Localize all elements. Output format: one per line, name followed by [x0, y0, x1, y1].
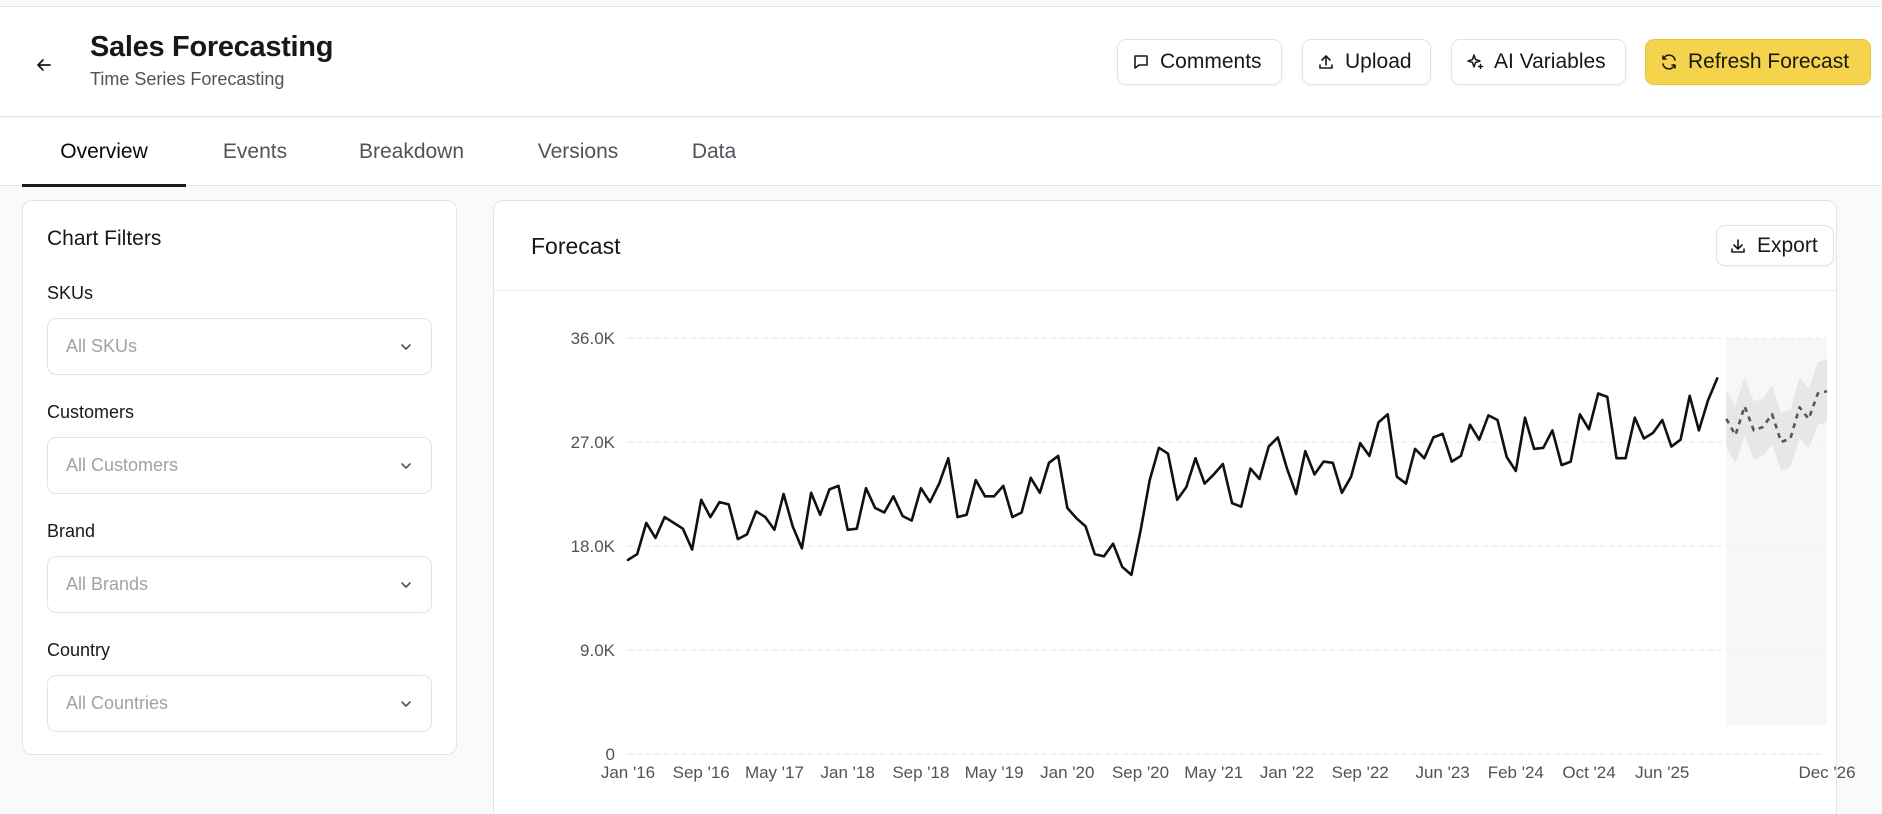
y-tick-label: 18.0K	[571, 537, 616, 556]
forecast-title: Forecast	[531, 233, 621, 259]
comments-label: Comments	[1160, 50, 1262, 73]
y-tick-label: 0	[606, 745, 615, 764]
arrow-left-icon	[37, 59, 51, 71]
refresh-forecast-label: Refresh Forecast	[1688, 50, 1850, 73]
chevron-down-icon	[401, 343, 411, 350]
x-tick-label: Jun '23	[1415, 763, 1469, 782]
x-tick-label: Sep '16	[673, 763, 730, 782]
tab-overview[interactable]: Overview	[22, 118, 186, 187]
ai-variables-label: AI Variables	[1494, 50, 1606, 73]
x-tick-label: Sep '22	[1332, 763, 1389, 782]
chevron-down-icon	[401, 581, 411, 588]
y-tick-label: 9.0K	[580, 641, 616, 660]
ai-variables-button[interactable]: AI Variables	[1451, 39, 1626, 85]
page-subtitle: Time Series Forecasting	[90, 69, 285, 89]
x-tick-label: May '21	[1184, 763, 1243, 782]
skus-select-value: All SKUs	[66, 336, 138, 356]
chart-filters-panel: Chart Filters SKUs All SKUs Customers Al…	[22, 200, 457, 755]
upload-icon	[1319, 55, 1333, 69]
download-icon	[1731, 238, 1745, 253]
top-divider	[0, 6, 1882, 7]
actual-series-line	[626, 377, 1719, 577]
tab-versions[interactable]: Versions	[537, 140, 619, 163]
page-header: Sales Forecasting Time Series Forecastin…	[0, 7, 1882, 117]
x-tick-label: Sep '18	[892, 763, 949, 782]
country-label: Country	[47, 640, 111, 660]
comments-button[interactable]: Comments	[1117, 39, 1282, 85]
refresh-icon	[1662, 54, 1676, 70]
x-tick-label: May '17	[745, 763, 804, 782]
upload-button[interactable]: Upload	[1302, 39, 1431, 85]
tab-breakdown[interactable]: Breakdown	[358, 140, 465, 163]
x-tick-label: May '19	[965, 763, 1024, 782]
brand-label: Brand	[47, 521, 96, 541]
customers-select[interactable]: All Customers	[47, 437, 432, 494]
export-label: Export	[1757, 233, 1818, 257]
page-title: Sales Forecasting	[90, 31, 334, 63]
refresh-forecast-button[interactable]: Refresh Forecast	[1645, 39, 1871, 85]
brand-select[interactable]: All Brands	[47, 556, 432, 613]
brand-select-value: All Brands	[66, 574, 149, 594]
tab-bar: Overview Events Breakdown Versions Data	[0, 118, 1882, 187]
export-button[interactable]: Export	[1716, 225, 1834, 266]
x-tick-label: Jun '25	[1635, 763, 1689, 782]
x-tick-label: Dec '26	[1798, 763, 1855, 782]
tab-events[interactable]: Events	[222, 140, 288, 163]
customers-label: Customers	[47, 402, 135, 422]
y-tick-label: 36.0K	[571, 329, 616, 348]
x-tick-label: Sep '20	[1112, 763, 1169, 782]
forecast-card-header: Forecast Export	[494, 201, 1836, 291]
sparkles-icon	[1467, 54, 1484, 70]
y-tick-label: 27.0K	[571, 433, 616, 452]
x-tick-label: Jan '22	[1260, 763, 1314, 782]
chevron-down-icon	[401, 700, 411, 707]
upload-label: Upload	[1345, 50, 1412, 73]
x-tick-label: Jan '20	[1040, 763, 1094, 782]
x-tick-label: Jan '18	[821, 763, 875, 782]
message-square-icon	[1134, 55, 1148, 69]
skus-label: SKUs	[47, 283, 94, 303]
x-tick-label: Jan '16	[601, 763, 655, 782]
tab-data[interactable]: Data	[691, 140, 737, 163]
chart-filters-title: Chart Filters	[47, 227, 162, 250]
customers-select-value: All Customers	[66, 455, 179, 475]
skus-select[interactable]: All SKUs	[47, 318, 432, 375]
forecast-confidence-band	[1726, 358, 1827, 471]
forecast-series-line	[1725, 389, 1828, 444]
x-tick-label: Feb '24	[1488, 763, 1544, 782]
chevron-down-icon	[401, 462, 411, 469]
country-select[interactable]: All Countries	[47, 675, 432, 732]
x-tick-label: Oct '24	[1562, 763, 1615, 782]
back-button[interactable]	[30, 51, 58, 79]
country-select-value: All Countries	[66, 693, 169, 713]
